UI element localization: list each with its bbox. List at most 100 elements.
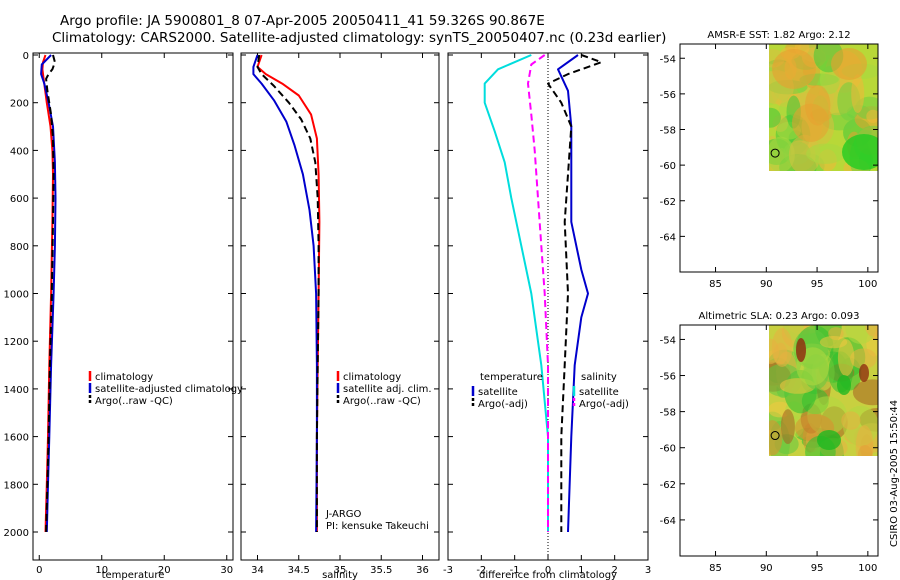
map0-heatmap-blob — [772, 49, 816, 89]
map0-x-tick-label: 85 — [709, 279, 722, 290]
map0-y-tick-label: -60 — [660, 161, 676, 172]
sal-legend-item-label: climatology — [343, 372, 401, 383]
p2-series-line — [483, 54, 549, 532]
diff-legend-right-header: salinity — [581, 372, 617, 383]
y-tick-label: 600 — [10, 194, 29, 205]
sal-legend-item-label: Argo(..raw -QC) — [343, 396, 421, 407]
map0-heatmap-blob — [806, 143, 846, 164]
p1-x-tick-label: 34 — [251, 565, 264, 576]
map1-map-frame — [679, 324, 879, 557]
map0-heatmap-blob — [769, 107, 781, 128]
map0-x-tick-label: 100 — [858, 279, 877, 290]
map1-heatmap-blob — [837, 339, 855, 377]
map0-heatmap-field — [769, 44, 878, 171]
p1-plot-frame — [240, 52, 440, 561]
annotation-pi: PI: kensuke Takeuchi — [326, 521, 429, 532]
map0-y-tick-label: -62 — [660, 197, 676, 208]
map0-heatmap-blob — [769, 136, 795, 171]
figure-title-line2: Climatology: CARS2000. Satellite-adjuste… — [52, 30, 667, 46]
map1-x-tick-label: 85 — [709, 563, 722, 574]
p1-series-line — [256, 54, 320, 532]
map1-y-tick-label: -60 — [660, 444, 676, 455]
p1-x-tick-label: 34.5 — [288, 565, 310, 576]
p1-x-tick-label: 35.5 — [370, 565, 392, 576]
map1-x-tick-label: 95 — [811, 563, 824, 574]
map1-heatmap-blob — [819, 335, 848, 349]
map1-heatmap-blob — [773, 342, 788, 365]
y-tick-label: 1400 — [4, 385, 29, 396]
map0-y-tick-label: -64 — [660, 232, 676, 243]
map1-heatmap-field — [769, 325, 878, 456]
diff-legend-right-item-label: Argo(-adj) — [579, 399, 629, 410]
y-tick-label: 1000 — [4, 290, 29, 301]
y-tick-label: 0 — [23, 51, 29, 62]
map0-float-position-marker — [770, 148, 780, 158]
p0-x-tick-label: 0 — [36, 565, 42, 576]
p2-series-line — [527, 54, 549, 532]
map0-heatmap-blob — [788, 134, 821, 171]
map1-y-tick-label: -56 — [660, 372, 676, 383]
p1-x-axis-label: salinity — [322, 570, 358, 580]
map1-heatmap-blob — [841, 411, 861, 430]
map1-heatmap-blob — [817, 430, 841, 450]
p1-x-tick-label: 35 — [334, 565, 347, 576]
map1-heatmap-blob — [852, 379, 878, 406]
map0-heatmap-blob — [804, 84, 831, 126]
p2-series-line — [557, 54, 589, 533]
p0-x-tick-label: 30 — [220, 565, 233, 576]
map1-map-title: Altimetric SLA: 0.23 Argo: 0.093 — [699, 311, 860, 322]
map1-x-tick-label: 100 — [858, 563, 877, 574]
map0-heatmap-blob — [831, 48, 867, 80]
y-tick-label: 1800 — [4, 480, 29, 491]
temp-legend-item-label: Argo(..raw -QC) — [95, 396, 173, 407]
map1-float-position-marker — [770, 431, 780, 441]
map0-heatmap-blob — [842, 134, 878, 170]
p2-x-tick-label: 0 — [545, 565, 551, 576]
map1-y-tick-label: -62 — [660, 480, 676, 491]
diff-legend-left-header: temperature — [480, 372, 543, 383]
map1-heatmap-blob — [849, 348, 877, 369]
map1-y-tick-label: -58 — [660, 408, 676, 419]
map1-heatmap-blob — [780, 409, 795, 445]
y-tick-label: 400 — [10, 146, 29, 157]
figure-title-line1: Argo profile: JA 5900801_8 07-Apr-2005 2… — [60, 13, 545, 29]
map0-heatmap-blob — [851, 74, 865, 114]
map1-y-tick-label: -54 — [660, 335, 676, 346]
map0-y-tick-label: -56 — [660, 90, 676, 101]
p2-x-tick-label: -1 — [510, 565, 520, 576]
map1-heatmap-blob — [796, 338, 806, 362]
map1-heatmap-blob — [859, 364, 869, 382]
y-tick-label: 1600 — [4, 433, 29, 444]
p2-x-tick-label: 2 — [611, 565, 617, 576]
p2-series-line — [547, 54, 603, 532]
y-tick-label: 200 — [10, 99, 29, 110]
y-tick-label: 2000 — [4, 528, 29, 539]
p0-x-tick-label: 10 — [95, 565, 108, 576]
diff-legend-right-item-label: satellite — [579, 387, 619, 398]
p1-x-tick-label: 36 — [416, 565, 429, 576]
diff-legend-left-item-label: Argo(-adj) — [478, 399, 528, 410]
y-tick-label: 800 — [10, 242, 29, 253]
map0-x-tick-label: 95 — [811, 279, 824, 290]
p2-x-tick-label: -3 — [443, 565, 453, 576]
map1-heatmap-blob — [837, 375, 851, 395]
p0-plot-frame — [32, 52, 234, 561]
temp-legend-item-label: satellite-adjusted climatology — [95, 384, 243, 395]
p0-series-line — [45, 54, 56, 533]
map0-map-frame — [679, 43, 879, 273]
diff-legend-left-item-label: satellite — [478, 387, 518, 398]
map1-heatmap-blob — [769, 420, 783, 456]
p2-x-tick-label: 3 — [645, 565, 651, 576]
p0-x-axis-label: temperature — [102, 570, 165, 580]
p1-series-line — [252, 54, 318, 533]
p2-x-tick-label: 1 — [578, 565, 584, 576]
map1-x-tick-label: 90 — [760, 563, 773, 574]
map0-x-tick-label: 90 — [760, 279, 773, 290]
p0-x-tick-label: 20 — [158, 565, 171, 576]
map0-y-tick-label: -54 — [660, 54, 676, 65]
y-tick-label: 1200 — [4, 337, 29, 348]
map1-heatmap-blob — [855, 425, 874, 456]
sal-legend-item-label: satellite adj. clim. — [343, 384, 432, 395]
map0-heatmap-blob — [866, 109, 878, 123]
